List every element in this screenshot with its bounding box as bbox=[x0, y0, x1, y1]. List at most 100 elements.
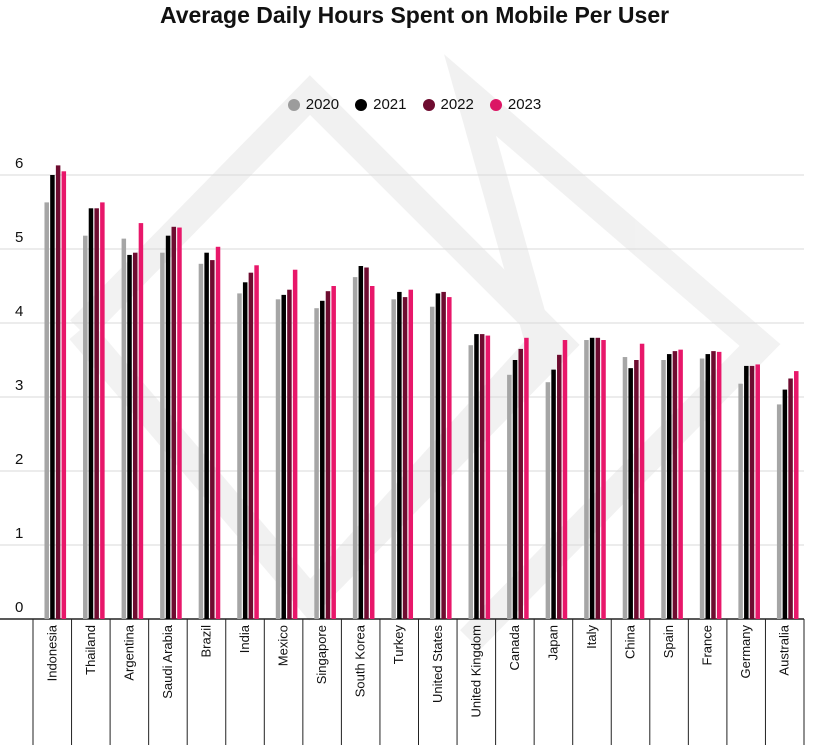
grid-lines bbox=[0, 174, 804, 620]
legend-item-2021: 2021 bbox=[355, 96, 407, 113]
bar-2020 bbox=[507, 374, 512, 619]
bar-2023 bbox=[639, 343, 645, 619]
category-label: Mexico bbox=[276, 625, 291, 666]
category-label: Thailand bbox=[83, 625, 98, 675]
bar-2020 bbox=[352, 277, 358, 619]
bar-2020 bbox=[83, 235, 88, 619]
legend-label-2021: 2021 bbox=[373, 96, 407, 113]
category-label: Singapore bbox=[314, 625, 329, 684]
bar-2023 bbox=[601, 340, 606, 619]
bar-2020 bbox=[198, 263, 204, 619]
bar-2022 bbox=[132, 252, 138, 619]
bar-2020 bbox=[661, 360, 666, 619]
category-label: United Kingdom bbox=[468, 625, 483, 718]
y-tick-label: 6 bbox=[15, 155, 23, 172]
category-label: Spain bbox=[661, 625, 676, 658]
bar-2020 bbox=[699, 358, 705, 619]
legend-label-2023: 2023 bbox=[507, 96, 542, 113]
category-labels: Indonesia Thailand Argentina Saudi Arabia Br… bbox=[44, 624, 791, 717]
bar-2022 bbox=[210, 260, 215, 619]
bar-2020 bbox=[44, 202, 49, 619]
bar-2021 bbox=[512, 360, 518, 619]
category-label: China bbox=[623, 624, 638, 659]
bar-2020 bbox=[314, 308, 319, 619]
bar-2023 bbox=[254, 265, 259, 619]
bar-2022 bbox=[595, 337, 601, 619]
bar-2020 bbox=[622, 357, 628, 619]
bar-2023 bbox=[408, 289, 414, 619]
bar-2022 bbox=[672, 351, 678, 619]
bar-2022 bbox=[364, 267, 369, 619]
legend-item-2022: 2022 bbox=[422, 96, 474, 113]
bar-2023 bbox=[562, 340, 568, 619]
bar-2023 bbox=[369, 286, 375, 619]
bar-2022 bbox=[711, 351, 716, 619]
bar-2020 bbox=[545, 382, 551, 619]
category-dividers bbox=[32, 619, 805, 745]
legend-item-2020: 2020 bbox=[287, 96, 339, 113]
bar-2022 bbox=[171, 226, 177, 620]
category-label: Australia bbox=[777, 624, 792, 675]
legend-swatch-2022 bbox=[422, 98, 435, 111]
category-label: Turkey bbox=[391, 625, 406, 665]
bar-2022 bbox=[287, 289, 292, 619]
bar-2021 bbox=[435, 293, 441, 619]
bar-2022 bbox=[749, 365, 755, 619]
bar-2023 bbox=[138, 223, 144, 619]
bar-2021 bbox=[744, 365, 749, 619]
category-label: France bbox=[700, 625, 715, 665]
chart-title: Average Daily Hours Spent on Mobile Per … bbox=[159, 2, 670, 28]
bar-2020 bbox=[776, 404, 782, 619]
bar-2022 bbox=[248, 272, 254, 619]
bar-2023 bbox=[215, 246, 221, 619]
category-label: Japan bbox=[545, 625, 560, 660]
y-tick-label: 3 bbox=[15, 377, 23, 394]
legend-item-2023: 2023 bbox=[489, 96, 542, 113]
legend-swatch-2020 bbox=[287, 98, 300, 111]
bar-2021 bbox=[88, 208, 94, 620]
bar-2022 bbox=[441, 291, 446, 619]
bar-2021 bbox=[204, 252, 209, 619]
bar-2022 bbox=[788, 378, 793, 619]
bar-2023 bbox=[177, 227, 182, 620]
bar-2020 bbox=[391, 299, 396, 619]
bar-2020 bbox=[429, 306, 435, 619]
category-label: South Korea bbox=[353, 624, 368, 697]
bar-2022 bbox=[557, 354, 562, 619]
bar-2022 bbox=[634, 360, 639, 619]
bar-2023 bbox=[716, 351, 722, 619]
bar-2022 bbox=[402, 297, 408, 619]
category-label: Italy bbox=[584, 625, 599, 649]
bar-2023 bbox=[331, 286, 336, 619]
category-label: Saudi Arabia bbox=[160, 624, 175, 698]
bar-2021 bbox=[474, 334, 479, 619]
bar-2023 bbox=[485, 335, 491, 619]
bar-2020 bbox=[738, 383, 743, 619]
bar-2023 bbox=[755, 364, 760, 619]
bar-2023 bbox=[61, 171, 67, 620]
bar-2023 bbox=[292, 269, 298, 619]
bar-2021 bbox=[397, 291, 402, 619]
y-tick-label: 5 bbox=[15, 229, 23, 246]
bar-2021 bbox=[358, 266, 364, 619]
bar-2021 bbox=[705, 354, 711, 619]
bar-2021 bbox=[320, 300, 325, 619]
bar-2021 bbox=[666, 354, 672, 619]
legend-label-2022: 2022 bbox=[440, 96, 474, 113]
category-label: Canada bbox=[507, 624, 522, 670]
bar-2021 bbox=[782, 389, 788, 619]
bar-2020 bbox=[584, 340, 589, 619]
category-label: Argentina bbox=[121, 624, 136, 680]
bars bbox=[44, 165, 799, 620]
bar-2021 bbox=[551, 369, 556, 619]
y-tick-label: 1 bbox=[15, 525, 23, 542]
bar-2020 bbox=[468, 345, 474, 619]
bar-2021 bbox=[628, 368, 633, 619]
bar-2022 bbox=[94, 208, 99, 620]
bar-2021 bbox=[589, 337, 595, 619]
bar-2020 bbox=[237, 293, 242, 619]
category-label: United States bbox=[430, 625, 445, 704]
bar-2021 bbox=[50, 175, 55, 619]
bar-2021 bbox=[127, 254, 132, 620]
y-tick-label: 4 bbox=[15, 303, 23, 320]
